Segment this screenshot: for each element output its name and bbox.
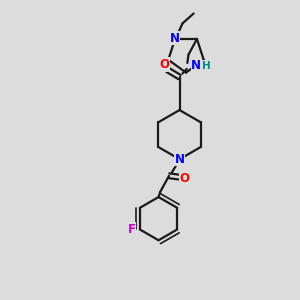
Text: F: F <box>128 223 135 236</box>
Text: N: N <box>191 58 201 72</box>
Text: H: H <box>202 61 210 71</box>
Text: O: O <box>180 172 190 185</box>
Text: N: N <box>169 32 179 45</box>
Text: N: N <box>175 153 184 166</box>
Text: O: O <box>159 58 169 71</box>
